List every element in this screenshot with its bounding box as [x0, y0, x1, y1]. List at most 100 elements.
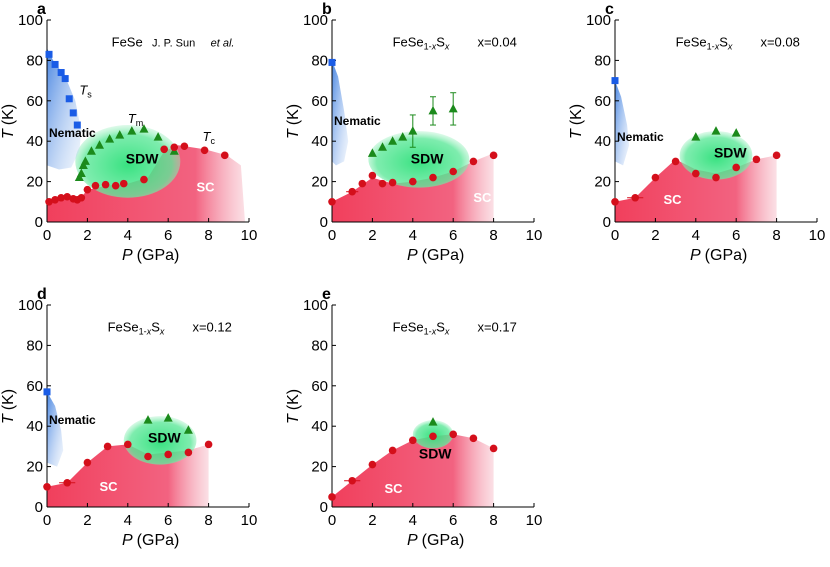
tm-point — [428, 417, 438, 426]
nematic-label: Nematic — [49, 126, 96, 140]
tc-label-main: T — [203, 129, 212, 144]
formula-sub: x — [714, 41, 720, 51]
tm-point — [408, 126, 418, 135]
ts-point — [328, 58, 336, 66]
nematic-region — [47, 48, 82, 170]
ts-point — [43, 388, 51, 396]
tc-point — [378, 179, 387, 188]
x-axis-unit: (GPa) — [422, 247, 465, 264]
tc-point — [164, 450, 172, 459]
tc-point — [180, 142, 189, 151]
x-tick-label: 10 — [526, 227, 543, 244]
tc-point — [144, 452, 152, 461]
x-tick-label: 4 — [692, 227, 700, 244]
ts-label-main: T — [79, 83, 88, 98]
x-axis-title: P (GPa) — [690, 247, 747, 264]
plot-area — [615, 80, 777, 222]
tc-point — [409, 436, 417, 445]
x-tick-label: 4 — [409, 512, 417, 529]
x-tick-label: 8 — [204, 512, 212, 529]
y-tick-label: 100 — [18, 297, 43, 314]
plot-area — [332, 420, 494, 507]
plot-area — [47, 391, 209, 507]
ts-point — [65, 95, 73, 103]
tc-point — [101, 180, 110, 189]
y-tick-label: 80 — [594, 52, 611, 69]
y-tick-label: 80 — [26, 337, 43, 354]
y-tick-label: 100 — [303, 297, 328, 314]
tc-point — [91, 181, 100, 190]
tc-point — [368, 171, 377, 180]
panel-letter: e — [322, 286, 331, 303]
ts-point — [611, 77, 619, 85]
formula-sub: x — [444, 326, 450, 336]
series-Tc — [328, 151, 498, 206]
y-axis-title: T (K) — [0, 104, 17, 139]
x-axis-title: P (GPa) — [122, 532, 179, 549]
tc-point — [348, 187, 357, 196]
tc-point — [671, 157, 680, 166]
y-tick-label: 0 — [35, 499, 43, 516]
tc-point — [631, 193, 639, 202]
tc-point — [119, 179, 128, 188]
y-tick-label: 0 — [603, 214, 611, 231]
y-axis-unit: (K) — [285, 104, 302, 125]
tm-point — [153, 132, 163, 141]
citation-etal: et al. — [211, 37, 235, 49]
series-Ts — [45, 50, 81, 129]
sdw-label: SDW — [148, 429, 181, 445]
formula-part: S — [436, 34, 445, 49]
tc-point — [83, 458, 92, 467]
y-tick-label: 100 — [586, 12, 611, 29]
x-tick-label: 2 — [651, 227, 659, 244]
tm-point — [105, 134, 115, 143]
formula-sub: x — [444, 41, 450, 51]
x-tick-label: 0 — [328, 512, 336, 529]
tc-point — [103, 442, 112, 451]
y-tick-label: 40 — [311, 418, 328, 435]
x-axis-title: P (GPa) — [407, 247, 464, 264]
x-tick-label: 10 — [526, 512, 543, 529]
panel-title: FeSe1-xSx — [108, 319, 165, 336]
series-Tc — [611, 151, 781, 206]
plot-area — [47, 48, 245, 222]
tc-point — [611, 198, 619, 206]
sc-label: SC — [385, 481, 404, 496]
x-tick-label: 2 — [368, 227, 376, 244]
y-tick-label: 20 — [594, 174, 611, 191]
panel-title: FeSe1-xSx — [393, 319, 450, 336]
formula-sub: 1- — [424, 41, 432, 51]
y-axis-var: T — [568, 128, 585, 139]
tc-point — [388, 178, 397, 187]
x-tick-label: 6 — [449, 512, 457, 529]
y-tick-label: 40 — [26, 418, 43, 435]
y-axis-unit: (K) — [0, 104, 17, 125]
x-tick-label: 8 — [489, 512, 497, 529]
tc-point — [328, 198, 336, 206]
panel-letter: b — [322, 1, 332, 18]
tc-point — [328, 493, 336, 501]
y-axis-unit: (K) — [0, 389, 17, 410]
sc-label: SC — [473, 190, 492, 205]
x-axis-title: P (GPa) — [407, 532, 464, 549]
y-tick-label: 20 — [26, 459, 43, 476]
formula-sub: x — [159, 326, 165, 336]
tm-point — [731, 128, 741, 137]
citation-author: J. P. Sun — [152, 37, 195, 49]
ts-point — [45, 50, 53, 58]
x-axis-unit: (GPa) — [137, 247, 180, 264]
tc-point — [83, 185, 92, 194]
formula-part: FeSe — [676, 34, 707, 49]
tc-point — [170, 143, 179, 152]
y-axis-var: T — [0, 128, 17, 139]
formula-sub: x — [431, 41, 437, 51]
y-axis-var: T — [0, 413, 17, 424]
y-tick-label: 0 — [320, 214, 328, 231]
x-tick-label: 0 — [43, 227, 51, 244]
tc-point — [732, 163, 740, 172]
tm-point — [388, 136, 398, 145]
formula-part: S — [436, 319, 445, 334]
series-Tc — [43, 440, 213, 491]
